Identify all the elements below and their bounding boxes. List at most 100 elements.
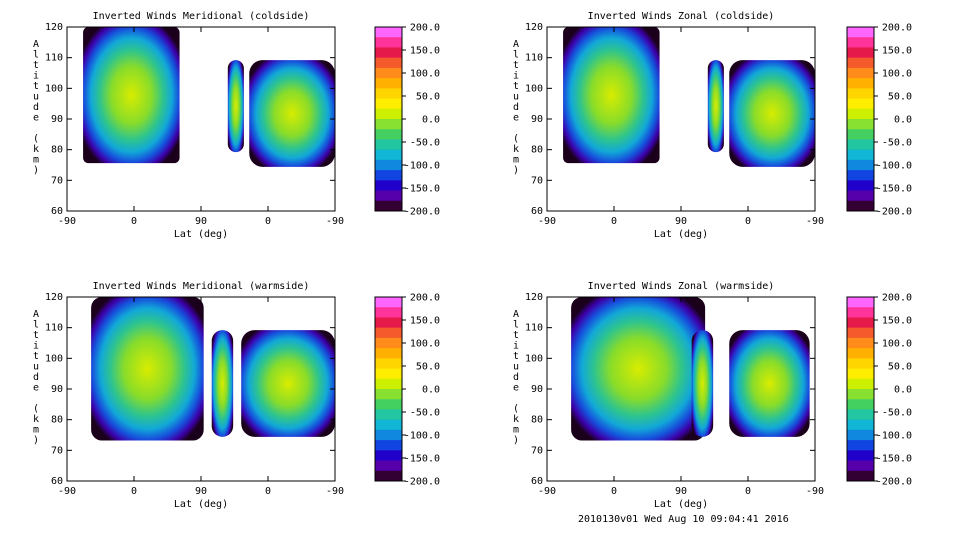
y-axis-label-char: d — [33, 372, 39, 383]
x-tick-label: -90 — [58, 486, 76, 497]
wind-field-region-1 — [571, 297, 706, 441]
colorbar-segment — [375, 429, 402, 441]
colorbar-label: 50.0 — [888, 362, 912, 373]
colorbar-segment — [847, 149, 874, 161]
colorbar-segment — [847, 399, 874, 410]
colorbar-segment — [847, 129, 874, 140]
wind-field-region-3 — [729, 60, 815, 167]
colorbar-label: 0.0 — [894, 385, 912, 396]
x-tick-label: 90 — [195, 216, 207, 227]
y-axis-label-char: m — [513, 425, 519, 436]
y-axis-label-char: t — [513, 330, 519, 341]
colorbar-segment — [847, 297, 874, 308]
y-axis-label-char: A — [33, 39, 39, 50]
y-axis-label-char: e — [513, 383, 519, 394]
y-axis-label-char: A — [513, 39, 519, 50]
colorbar-label: 50.0 — [888, 92, 912, 103]
colorbar-segment — [847, 307, 874, 318]
colorbar-segment — [375, 27, 402, 38]
y-tick-label: 120 — [45, 292, 63, 303]
colorbar-segment — [375, 149, 402, 161]
y-axis-label-char: t — [33, 351, 39, 362]
y-tick-label: 80 — [531, 145, 543, 156]
colorbar-label: 100.0 — [410, 69, 440, 80]
y-tick-label: 80 — [51, 145, 63, 156]
y-axis-label-char: ) — [33, 165, 39, 176]
x-tick-label: 0 — [745, 216, 751, 227]
colorbar-segment — [375, 389, 402, 400]
x-axis-label: Lat (deg) — [174, 229, 228, 240]
y-tick-label: 110 — [45, 53, 63, 64]
y-tick-label: 100 — [525, 83, 543, 94]
colorbar-segment — [375, 170, 402, 181]
x-tick-label: 0 — [611, 216, 617, 227]
colorbar-segment — [375, 129, 402, 140]
y-axis-label-char: u — [513, 92, 519, 103]
colorbar-segment — [375, 108, 402, 120]
colorbar-label: -50.0 — [410, 408, 440, 419]
colorbar-label: 200.0 — [410, 23, 440, 34]
y-axis-label-char: t — [513, 351, 519, 362]
y-tick-label: 100 — [525, 353, 543, 364]
wind-field-region-2 — [227, 60, 244, 153]
colorbar-segment — [847, 57, 874, 69]
colorbar-label: 100.0 — [410, 339, 440, 350]
colorbar-label: 100.0 — [882, 69, 912, 80]
panel-title: Inverted Winds Meridional (coldside) — [93, 11, 310, 22]
y-tick-label: 110 — [45, 323, 63, 334]
colorbar-segment — [847, 348, 874, 359]
wind-field-region-2 — [211, 330, 234, 437]
x-tick-label: 0 — [131, 486, 137, 497]
colorbar-label: 150.0 — [410, 46, 440, 57]
colorbar-segment — [847, 317, 874, 329]
colorbar-label: -200.0 — [404, 207, 440, 218]
y-tick-label: 60 — [51, 206, 63, 217]
colorbar-label: -100.0 — [404, 431, 440, 442]
y-axis-label-char: ( — [33, 404, 39, 415]
wind-field-region-3 — [249, 60, 335, 167]
colorbar-segment — [375, 98, 402, 110]
y-axis-label-char: u — [33, 92, 39, 103]
y-axis-label-char: k — [513, 144, 519, 155]
colorbar-segment — [375, 67, 402, 79]
y-axis-label-char: t — [33, 60, 39, 71]
colorbar-label: -100.0 — [876, 431, 912, 442]
wind-field-region-2 — [691, 330, 714, 437]
colorbar-segment — [375, 78, 402, 89]
colorbar-segment — [375, 337, 402, 349]
y-tick-label: 100 — [45, 353, 63, 364]
y-axis-label-char: A — [513, 309, 519, 320]
y-axis-label-char: m — [33, 425, 39, 436]
y-axis-label-char: l — [33, 320, 39, 331]
y-axis-label-char: ) — [33, 435, 39, 446]
colorbar-label: -50.0 — [882, 138, 912, 149]
colorbar-segment — [847, 358, 874, 369]
colorbar-segment — [847, 389, 874, 400]
x-tick-label: 0 — [131, 216, 137, 227]
x-tick-label: -90 — [806, 486, 824, 497]
y-tick-label: 110 — [525, 53, 543, 64]
panel-title: Inverted Winds Meridional (warmside) — [93, 281, 310, 292]
y-axis-label-char: l — [33, 50, 39, 61]
y-tick-label: 60 — [531, 476, 543, 487]
colorbar-segment — [847, 190, 874, 202]
y-axis-label-char: e — [513, 113, 519, 124]
y-tick-label: 90 — [531, 384, 543, 395]
colorbar-label: 0.0 — [894, 115, 912, 126]
y-axis-label-char: i — [33, 341, 39, 352]
wind-field-region-3 — [241, 330, 335, 437]
colorbar-segment — [847, 159, 874, 171]
x-tick-label: -90 — [538, 486, 556, 497]
x-tick-label: -90 — [538, 216, 556, 227]
y-axis-label-char: A — [33, 309, 39, 320]
x-tick-label: 0 — [265, 216, 271, 227]
y-axis-label-char: e — [33, 383, 39, 394]
colorbar-segment — [375, 47, 402, 59]
y-axis-label-char: ( — [33, 134, 39, 145]
y-axis-label-char: d — [513, 372, 519, 383]
colorbar-segment — [375, 317, 402, 329]
colorbar-segment — [847, 419, 874, 431]
colorbar-label: 200.0 — [882, 293, 912, 304]
colorbar-label: -150.0 — [404, 454, 440, 465]
colorbar-segment — [847, 78, 874, 89]
